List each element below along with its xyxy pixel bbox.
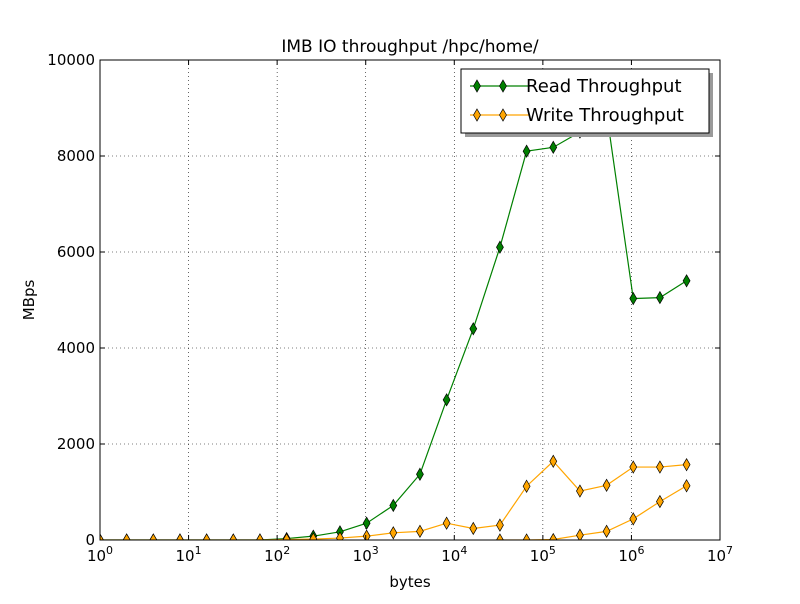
data-point [469,322,478,336]
data-point [522,479,531,493]
ticks: 100 101 102 103 104 105 106 107 0 2000 4000 6000 800… [47,51,733,565]
data-point [629,512,638,526]
data-point [336,531,344,540]
y-tick-label: 0 [85,531,95,549]
data-point [362,529,371,540]
legend-marker [473,79,481,93]
data-point [576,484,584,498]
y-tick-label: 8000 [57,147,95,165]
data-point [549,140,558,155]
data-point [549,454,558,468]
data-point [442,393,451,407]
plot-frame [99,59,721,541]
y-tick-label: 6000 [57,243,95,261]
legend-marker [473,108,481,122]
data-point [282,532,291,540]
data-point [309,532,318,540]
data-point [656,460,664,474]
data-point [389,498,398,513]
data-point [656,494,664,509]
legend-entry: Read Throughput [470,76,682,97]
legend-marker [499,79,507,93]
data-point [496,518,504,532]
y-tick-label: 10000 [47,51,95,69]
x-tick-label: 107 [707,544,733,565]
data-point [629,460,638,474]
x-tick-label: 103 [353,544,379,565]
series [100,454,691,540]
data-point [682,274,691,288]
data-point [682,457,691,472]
data-point [442,516,451,530]
data-point [256,533,264,540]
legend-box [460,68,710,134]
data-point [549,532,558,540]
data-point [202,533,211,540]
x-tick-label: 100 [87,544,113,565]
data-point [149,533,158,540]
data-point [416,524,424,539]
data-point [416,467,424,481]
legend-label: Write Throughput [526,105,684,126]
legend-entries: Read Throughput Write Throughput [470,76,684,126]
data-point [122,533,131,540]
x-tick-label: 105 [530,544,556,565]
data-point [602,478,611,492]
chart-title: IMB IO throughput /hpc/home/ [281,37,539,57]
x-tick-label: 102 [264,544,290,565]
data-point [229,533,238,540]
data-point [176,533,184,540]
data-point [629,291,638,306]
y-axis-label: MBps [20,280,38,321]
x-tick-label: 106 [618,544,644,565]
data-point [389,526,398,540]
data-point [496,533,504,540]
data-point [469,521,478,536]
y-tick-label: 2000 [57,435,95,453]
data-point [602,524,611,539]
data-point [522,533,531,540]
data-point [496,240,504,254]
legend: Read Throughput Write Throughput [460,68,713,137]
data-point [100,533,104,540]
data-point [522,144,531,158]
data-point [362,516,371,530]
plot-area [100,60,720,540]
x-tick-label: 101 [176,544,202,565]
x-axis-label: bytes [389,573,431,591]
grid [100,60,720,540]
legend-marker [499,108,507,122]
y-tick-label: 4000 [57,339,95,357]
legend-label: Read Throughput [526,76,682,97]
x-tick-label: 104 [441,544,467,565]
data-point [656,290,664,305]
data-point [682,479,691,493]
legend-entry: Write Throughput [470,105,684,126]
data-point [576,528,584,540]
